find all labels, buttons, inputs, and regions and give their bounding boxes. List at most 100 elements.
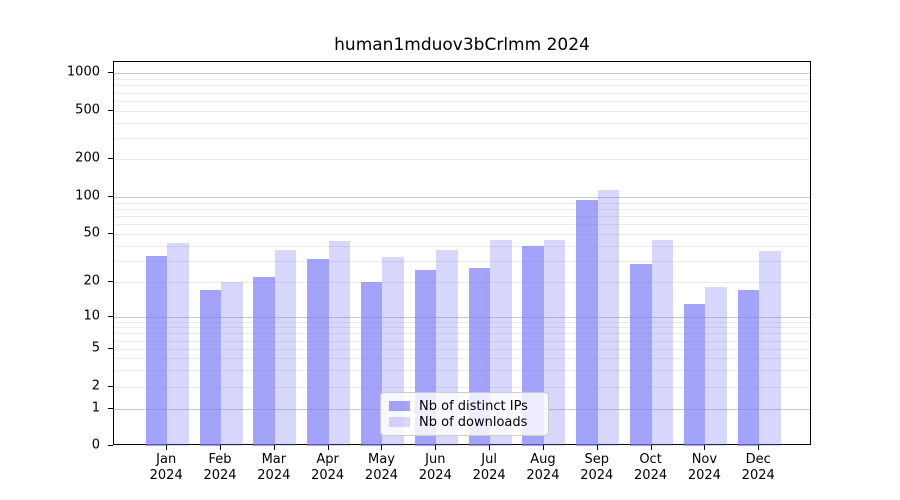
- x-tick-month: Dec: [745, 452, 771, 467]
- bar-nb-of-downloads-dec: [759, 251, 781, 446]
- x-tick-label-jan: Jan 2024: [136, 452, 196, 484]
- x-tick-year: 2024: [364, 468, 399, 483]
- legend: Nb of distinct IPs Nb of downloads: [380, 392, 549, 436]
- x-tick-month: Jan: [156, 452, 177, 467]
- bar-nb-of-downloads-feb: [221, 282, 243, 446]
- x-tick-label-oct: Oct 2024: [621, 452, 681, 484]
- y-tick-label-20: 20: [83, 273, 100, 289]
- x-tick-year: 2024: [203, 468, 237, 483]
- x-tick-year: 2024: [526, 468, 560, 483]
- y-tick-label-100: 100: [75, 188, 100, 204]
- bar-nb-of-distinct-ips-nov: [683, 303, 706, 446]
- y-tick-2: [108, 386, 113, 387]
- x-tick-label-aug: Aug 2024: [513, 452, 573, 484]
- gridline-y-6: [114, 340, 810, 342]
- x-tick-dec: [758, 445, 760, 450]
- bar-nb-of-distinct-ips-apr: [307, 259, 329, 446]
- gridline-y-200: [114, 159, 810, 160]
- x-tick-month: Mar: [261, 452, 287, 467]
- x-tick-sep: [596, 445, 598, 450]
- gridline-y-5: [114, 349, 810, 350]
- y-tick-50: [108, 233, 113, 234]
- x-tick-aug: [542, 445, 544, 450]
- gridline-y-9: [114, 321, 810, 323]
- gridline-y-70: [114, 216, 810, 218]
- bar-nb-of-distinct-ips-mar: [253, 277, 275, 446]
- x-tick-label-may: May 2024: [351, 452, 411, 484]
- gridline-y-1000: [114, 73, 810, 74]
- x-tick-month: May: [368, 452, 395, 467]
- y-tick-label-5: 5: [91, 340, 100, 356]
- x-tick-month: Jul: [481, 452, 497, 467]
- y-tick-label-10: 10: [83, 308, 100, 324]
- chart-title: human1mduov3bCrlmm 2024: [334, 35, 590, 55]
- bar-nb-of-downloads-aug: [543, 239, 566, 446]
- x-tick-month: Oct: [639, 452, 662, 467]
- gridline-y-4: [114, 358, 810, 360]
- x-tick-label-nov: Nov 2024: [674, 452, 734, 484]
- x-tick-month: Jun: [425, 452, 446, 467]
- y-tick-label-0: 0: [91, 437, 100, 453]
- y-tick-500: [108, 110, 113, 111]
- y-tick-label-1000: 1000: [66, 64, 100, 80]
- plot-area: [113, 61, 811, 446]
- gridline-y-90: [114, 202, 810, 204]
- x-tick-year: 2024: [149, 468, 183, 483]
- x-tick-year: 2024: [580, 468, 614, 483]
- gridline-y-40: [114, 245, 810, 247]
- gridline-y-10: [114, 317, 810, 318]
- bar-nb-of-downloads-apr: [328, 240, 351, 446]
- y-tick-20: [108, 281, 113, 282]
- y-tick-label-200: 200: [75, 150, 100, 166]
- legend-item-downloads: Nb of downloads: [389, 414, 539, 430]
- gridline-y-700: [114, 92, 810, 94]
- gridline-y-20: [114, 282, 810, 283]
- x-tick-year: 2024: [634, 468, 668, 483]
- bar-nb-of-distinct-ips-may: [360, 282, 383, 446]
- x-tick-label-mar: Mar 2024: [244, 452, 304, 484]
- legend-label: Nb of downloads: [419, 414, 528, 430]
- x-tick-jul: [489, 445, 491, 450]
- y-tick-1: [108, 408, 113, 409]
- gridline-y-500: [114, 111, 810, 112]
- bar-nb-of-distinct-ips-dec: [737, 290, 760, 446]
- legend-item-distinct-ips: Nb of distinct IPs: [389, 398, 539, 414]
- x-tick-feb: [220, 445, 222, 450]
- bar-nb-of-distinct-ips-jan: [145, 255, 168, 446]
- gridline-y-3: [114, 370, 810, 372]
- gridline-y-30: [114, 260, 810, 262]
- x-tick-month: Nov: [691, 452, 718, 467]
- bar-nb-of-distinct-ips-sep: [576, 199, 598, 446]
- x-tick-year: 2024: [687, 468, 721, 483]
- bar-nb-of-downloads-mar: [274, 249, 297, 446]
- x-tick-mar: [273, 445, 275, 450]
- y-tick-5: [108, 348, 113, 349]
- y-tick-label-1: 1: [91, 400, 100, 416]
- gridline-y-50: [114, 234, 810, 235]
- x-tick-year: 2024: [311, 468, 345, 483]
- gridline-y-900: [114, 78, 810, 80]
- gridline-y-800: [114, 85, 810, 87]
- gridline-y-7: [114, 333, 810, 335]
- legend-swatch-downloads-icon: [389, 417, 410, 427]
- x-tick-label-apr: Apr 2024: [298, 452, 358, 484]
- x-tick-month: Apr: [316, 452, 339, 467]
- x-tick-nov: [704, 445, 706, 450]
- legend-label: Nb of distinct IPs: [419, 398, 528, 414]
- bar-nb-of-downloads-oct: [651, 239, 674, 446]
- gridline-y-60: [114, 224, 810, 226]
- gridline-y-600: [114, 101, 810, 102]
- bar-nb-of-distinct-ips-oct: [630, 264, 652, 446]
- gridline-y-400: [114, 122, 810, 124]
- gridline-y-8: [114, 327, 810, 329]
- x-tick-year: 2024: [472, 468, 506, 483]
- x-tick-month: Feb: [208, 452, 232, 467]
- y-tick-1000: [108, 72, 113, 73]
- x-tick-apr: [327, 445, 329, 450]
- gridline-y-2: [114, 387, 810, 388]
- x-tick-jun: [435, 445, 437, 450]
- x-tick-label-sep: Sep 2024: [567, 452, 627, 484]
- y-tick-label-50: 50: [83, 225, 100, 241]
- x-tick-oct: [650, 445, 652, 450]
